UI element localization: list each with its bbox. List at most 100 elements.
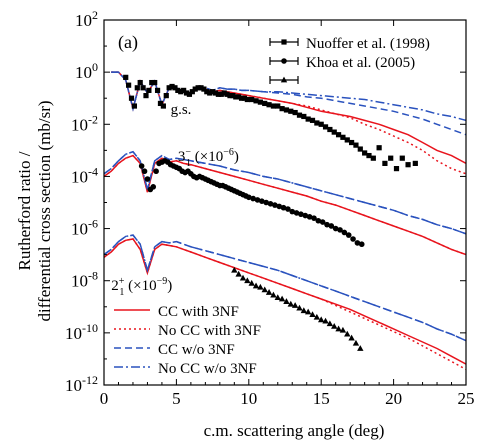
data-point-3m — [276, 203, 283, 210]
y-axis-label-line-1: Rutherford ratio / — [15, 151, 34, 270]
data-point-gs — [154, 87, 161, 93]
y-tick-exponent: 2 — [92, 8, 98, 22]
data-point-2p — [274, 294, 281, 301]
data-point-gs — [149, 79, 155, 86]
data-point-3m — [272, 202, 278, 208]
data-point-gs — [275, 103, 281, 109]
data-point-2p — [248, 279, 255, 286]
data-point-gs — [382, 160, 388, 166]
data-point-gs — [204, 89, 210, 95]
data-point-2p — [348, 334, 355, 341]
state-label-scale-exp: −6 — [223, 147, 234, 158]
data-point-2p — [270, 291, 277, 298]
data-point-gs — [230, 93, 236, 99]
data-point-gs — [181, 87, 187, 93]
y-axis-label-line-2: differential cross section (mb/sr) — [35, 100, 54, 321]
state-label-base: 3 — [178, 149, 186, 165]
x-tick-label: 5 — [172, 389, 181, 408]
data-point-gs — [215, 91, 221, 97]
data-point-gs — [224, 91, 230, 97]
data-point-2p — [296, 304, 303, 311]
y-tick-label: 10-12 — [65, 373, 98, 395]
y-tick-exponent: -8 — [88, 269, 98, 283]
legend-data-label: Nuoffer et al. (1998) — [306, 36, 430, 52]
state-label-sup: + — [119, 276, 125, 287]
data-point-gs — [123, 74, 129, 80]
data-point-gs — [353, 142, 359, 148]
data-point-2p — [283, 298, 290, 304]
data-point-gs — [249, 96, 255, 103]
legend-curves: CC with 3NF No CC with 3NF CC w/o 3NF No CC… — [114, 304, 261, 377]
data-point-gs — [301, 113, 307, 120]
data-point-gs — [399, 155, 405, 161]
data-point-gs — [357, 146, 363, 152]
data-point-gs — [309, 117, 316, 123]
y-tick-base: 10 — [65, 376, 82, 395]
data-point-gs — [192, 86, 198, 92]
data-point-gs — [344, 137, 350, 143]
data-point-gs — [212, 90, 219, 96]
y-tick-label: 10-4 — [71, 164, 98, 186]
legend-marker-triangle — [280, 76, 288, 83]
data-point-gs — [227, 93, 233, 99]
data-point-gs — [412, 160, 418, 166]
y-tick-exponent: -12 — [82, 373, 98, 387]
data-point-gs — [186, 91, 193, 97]
data-point-3m — [293, 210, 300, 216]
data-point-2p — [335, 325, 342, 332]
data-point-gs — [376, 145, 382, 151]
state-label-base: 2 — [111, 278, 119, 294]
data-point-3m — [302, 212, 309, 219]
state-label-3m: 3− 1 (×10−6) — [178, 147, 239, 169]
legend-curve-label: CC with 3NF — [158, 304, 239, 320]
data-point-3m — [350, 236, 356, 242]
y-tick-base: 10 — [71, 167, 88, 186]
data-point-3m — [246, 194, 252, 201]
legend-curve-label: CC w/o 3NF — [158, 342, 235, 358]
curve-gs-dotted-red — [111, 71, 466, 175]
data-point-gs — [160, 103, 166, 109]
state-label-scale-end: ) — [234, 149, 239, 165]
data-point-gs — [279, 106, 285, 112]
state-label-base: g.s. — [171, 102, 192, 118]
data-point-gs — [221, 90, 227, 96]
y-axis-label: Rutherford ratio / differential cross se… — [15, 100, 54, 321]
data-point-3m — [289, 208, 296, 215]
y-tick-exponent: -6 — [88, 217, 98, 231]
panel-label: (a) — [118, 32, 138, 53]
data-point-gs — [137, 79, 143, 86]
data-point-gs — [178, 89, 184, 95]
y-tick-base: 10 — [75, 11, 92, 30]
legend-marker-square — [281, 39, 287, 45]
y-tick-label: 10-6 — [71, 217, 98, 239]
legend-curve-label: No CC with 3NF — [158, 323, 261, 339]
state-label-scale: (×10 — [124, 278, 156, 294]
data-point-gs — [393, 166, 400, 172]
data-point-3m — [345, 232, 352, 238]
data-point-gs — [292, 109, 298, 116]
data-point-gs — [340, 134, 346, 140]
y-tick-base: 10 — [65, 324, 82, 343]
data-point-gs — [305, 116, 311, 122]
data-point-gs — [270, 103, 277, 109]
data-point-gs — [146, 87, 152, 93]
curve-gs-dashed-blue — [111, 71, 466, 136]
state-label-gs: g.s. — [171, 102, 192, 118]
data-point-gs — [238, 95, 245, 101]
y-tick-exponent: -4 — [88, 164, 98, 178]
data-point-2p — [252, 282, 260, 289]
data-point-3m — [254, 197, 261, 203]
data-point-2p — [257, 283, 264, 290]
x-axis-ticks: 0 5 10 15 20 25 — [100, 20, 475, 408]
legend-marker-circle — [281, 58, 287, 64]
y-tick-label: 100 — [75, 60, 98, 82]
data-point-2p — [244, 277, 251, 284]
data-point-2p — [235, 270, 242, 277]
data-point-2p — [352, 339, 360, 346]
y-tick-base: 10 — [75, 63, 92, 82]
curve-gs-dashdot-blue — [111, 71, 466, 122]
data-point-gs — [241, 95, 248, 101]
data-point-2p — [309, 311, 316, 318]
data-point-gs — [172, 85, 178, 91]
